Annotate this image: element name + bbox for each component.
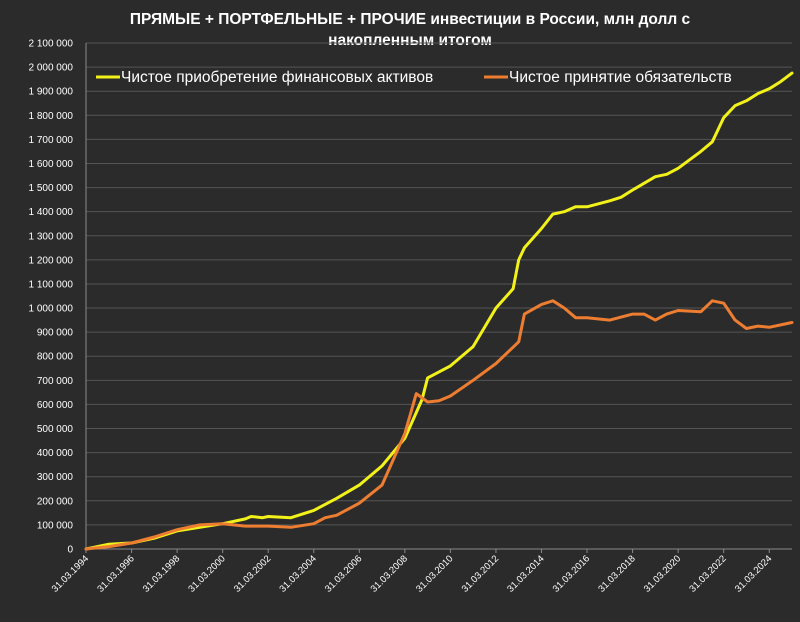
y-tick-label: 600 000 (37, 400, 74, 411)
y-tick-label: 700 000 (37, 376, 74, 387)
y-tick-label: 200 000 (37, 496, 74, 507)
y-tick-label: 500 000 (37, 424, 74, 435)
chart-title-line-2: накопленным итогом (328, 32, 492, 49)
legend: Чистое приобретение финансовых активов Чи… (96, 69, 732, 86)
y-tick-label: 2 100 000 (29, 39, 74, 50)
gridlines (85, 42, 792, 550)
series-line-1 (84, 71, 794, 551)
series-lines (84, 71, 794, 551)
y-tick-label: 300 000 (37, 472, 74, 483)
y-tick-label: 1 100 000 (29, 279, 74, 290)
y-tick-label: 1 900 000 (29, 87, 74, 98)
chart-title-line-1: ПРЯМЫЕ + ПОРТФЕЛЬНЫЕ + ПРОЧИЕ инвестиции… (130, 11, 691, 28)
y-tick-label: 800 000 (37, 352, 74, 363)
y-tick-label: 1 800 000 (29, 111, 74, 122)
y-axis-tick-labels: 0 100 000 200 000 300 000 400 000 500 000 600 … (29, 39, 74, 556)
y-tick-label: 1 300 000 (29, 231, 74, 242)
y-tick-label: 100 000 (37, 520, 74, 531)
y-tick-label: 1 000 000 (29, 304, 74, 315)
y-tick-label: 1 200 000 (29, 255, 74, 266)
legend-label-2: Чистое принятие обязательств (509, 69, 732, 86)
y-tick-label: 400 000 (37, 448, 74, 459)
legend-label-1: Чистое приобретение финансовых активов (121, 69, 433, 86)
y-tick-label: 0 (67, 545, 73, 556)
y-tick-label: 1 400 000 (29, 207, 74, 218)
y-tick-label: 1 700 000 (29, 135, 74, 146)
y-tick-label: 1 500 000 (29, 183, 74, 194)
y-tick-label: 1 600 000 (29, 159, 74, 170)
y-tick-label: 900 000 (37, 328, 74, 339)
y-tick-label: 2 000 000 (29, 63, 74, 74)
series-line-2 (84, 299, 794, 551)
